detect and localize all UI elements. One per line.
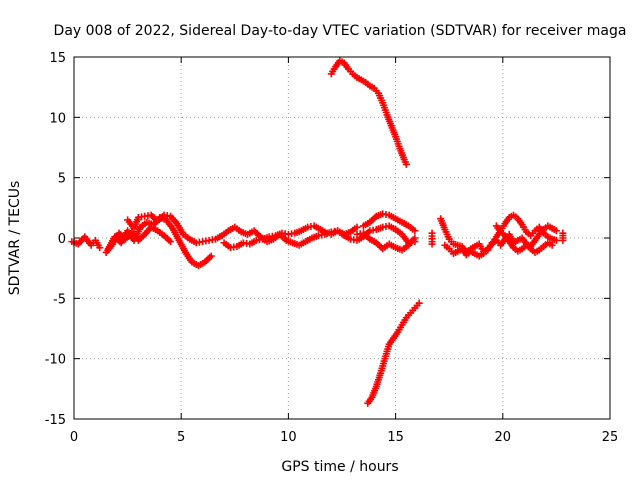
- y-tick-label: -15: [45, 413, 66, 428]
- x-tick-label: 10: [280, 430, 297, 445]
- y-tick-label: 15: [49, 51, 66, 66]
- data-point: [548, 241, 556, 249]
- plot-frame: [73, 56, 611, 420]
- chart-title: Day 008 of 2022, Sidereal Day-to-day VTE…: [54, 23, 627, 39]
- y-tick-label: 5: [58, 172, 66, 187]
- series-arc-5: [220, 222, 331, 252]
- series-arc-10: [364, 299, 423, 407]
- data-point: [415, 299, 423, 307]
- series-arc-7: [353, 229, 419, 254]
- data-point: [559, 236, 567, 244]
- series-arc-9: [327, 57, 410, 168]
- y-axis-label: SDTVAR / TECUs: [7, 181, 23, 296]
- y-tick-label: 0: [58, 232, 66, 247]
- data-point: [411, 234, 419, 242]
- data-point: [353, 223, 361, 231]
- series-arc-11: [428, 229, 436, 248]
- series-isolated: [559, 229, 567, 244]
- series-arc-8: [359, 210, 419, 235]
- y-tick-label: -5: [53, 292, 66, 307]
- x-tick-label: 5: [177, 430, 185, 445]
- y-tick-label: -10: [45, 353, 66, 368]
- x-axis-label: GPS time / hours: [281, 459, 398, 475]
- axis-ticks: 0 5 10 15 20 25 -15 -10 -5 0 5 10 15: [45, 51, 619, 445]
- data-point: [552, 236, 560, 244]
- x-tick-label: 0: [70, 430, 78, 445]
- data-point: [411, 227, 419, 235]
- series-arc-4: [124, 211, 361, 249]
- x-tick-label: 25: [602, 430, 619, 445]
- series-arc-3: [102, 223, 174, 256]
- series-arc-14: [492, 222, 556, 256]
- data-point: [402, 160, 410, 168]
- data-point: [207, 252, 215, 260]
- y-tick-label: 10: [49, 111, 66, 126]
- data-point: [428, 240, 436, 248]
- data-point: [96, 244, 104, 252]
- data-point: [552, 227, 560, 235]
- x-tick-label: 15: [387, 430, 404, 445]
- x-tick-label: 20: [495, 430, 512, 445]
- data-points: [68, 57, 567, 407]
- data-point: [323, 229, 331, 237]
- data-point: [166, 238, 174, 246]
- series-arc-13: [441, 211, 560, 260]
